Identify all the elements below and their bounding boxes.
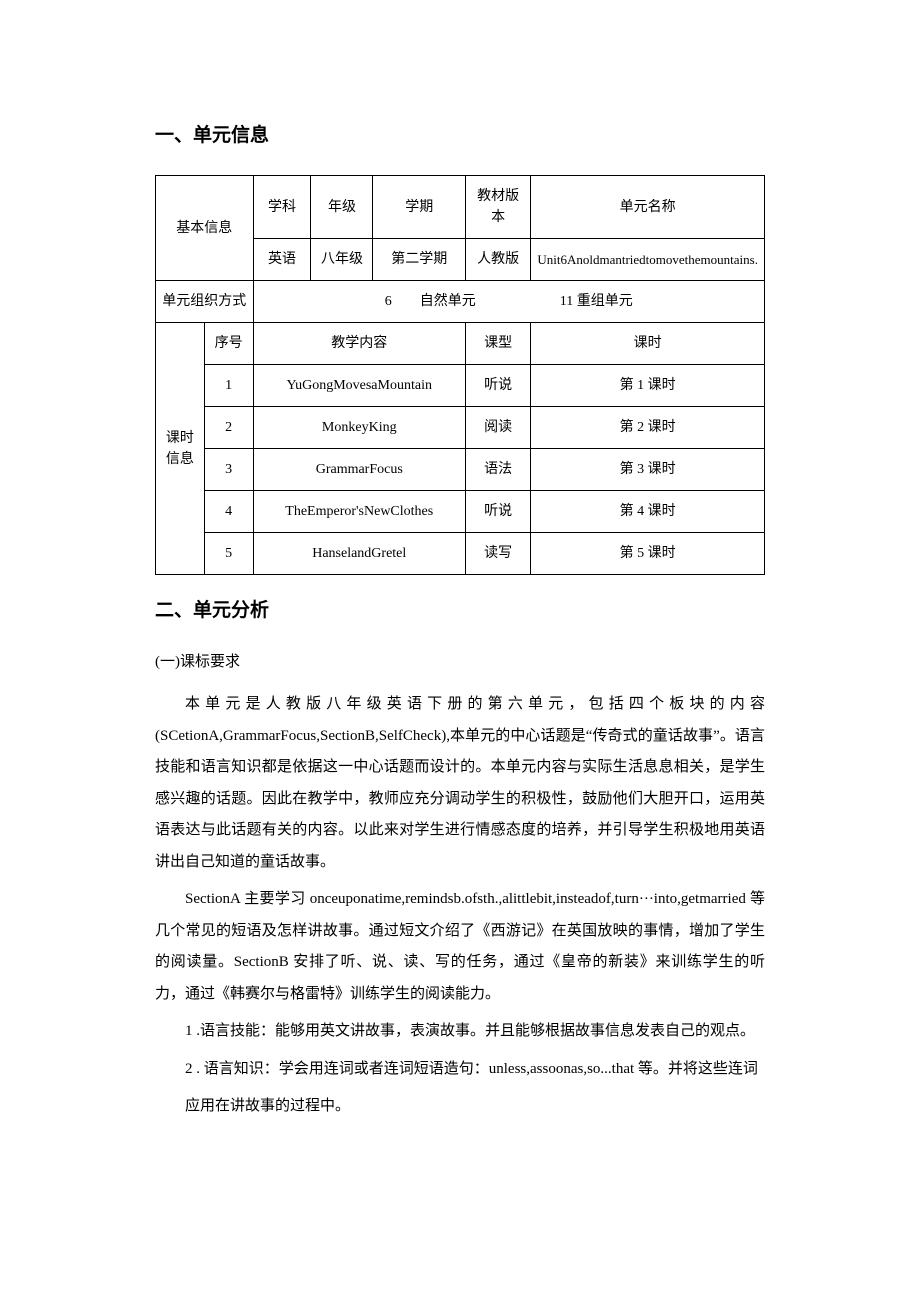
lesson-period: 第 5 课时 (531, 533, 765, 575)
lesson-header-content: 教学内容 (253, 323, 466, 365)
lesson-content: YuGongMovesaMountain (253, 365, 466, 407)
lesson-period: 第 1 课时 (531, 365, 765, 407)
table-row: 1 YuGongMovesaMountain 听说 第 1 课时 (156, 365, 765, 407)
lesson-content: TheEmperor'sNewClothes (253, 491, 466, 533)
table-header-row: 基本信息 学科 年级 学期 教材版本 单元名称 (156, 176, 765, 239)
lesson-type: 语法 (466, 449, 531, 491)
lesson-type: 读写 (466, 533, 531, 575)
lesson-type: 听说 (466, 365, 531, 407)
value-subject: 英语 (253, 239, 311, 281)
lesson-header-row: 课时信息 序号 教学内容 课型 课时 (156, 323, 765, 365)
table-row: 4 TheEmperor'sNewClothes 听说 第 4 课时 (156, 491, 765, 533)
org-row: 单元组织方式 6 自然单元 11 重组单元 (156, 281, 765, 323)
lesson-content: MonkeyKing (253, 407, 466, 449)
org-label: 单元组织方式 (156, 281, 254, 323)
table-row: 2 MonkeyKing 阅读 第 2 课时 (156, 407, 765, 449)
list-item-2b: 应用在讲故事的过程中。 (155, 1091, 765, 1123)
header-subject: 学科 (253, 176, 311, 239)
lesson-period: 第 2 课时 (531, 407, 765, 449)
org-value: 6 自然单元 11 重组单元 (253, 281, 765, 323)
list-item-1: 1 .语言技能：能够用英文讲故事，表演故事。并且能够根据故事信息发表自己的观点。 (155, 1016, 765, 1048)
paragraph-1: 本单元是人教版八年级英语下册的第六单元，包括四个板块的内容 (SCetionA,… (155, 689, 765, 878)
lesson-index: 5 (204, 533, 253, 575)
value-grade: 八年级 (311, 239, 373, 281)
lesson-period: 第 3 课时 (531, 449, 765, 491)
document-page: 一、单元信息 基本信息 学科 年级 学期 教材版本 单元名称 英语 八年级 第二… (0, 0, 920, 1209)
body-text: 本单元是人教版八年级英语下册的第六单元，包括四个板块的内容 (SCetionA,… (155, 689, 765, 1123)
lesson-index: 4 (204, 491, 253, 533)
lesson-type: 听说 (466, 491, 531, 533)
header-unit-name: 单元名称 (531, 176, 765, 239)
lesson-info-label: 课时信息 (156, 323, 205, 575)
list-item-2a: 2 . 语言知识：学会用连词或者连词短语造句：unless,assoonas,s… (155, 1054, 765, 1086)
basic-info-label: 基本信息 (156, 176, 254, 281)
table-row: 5 HanselandGretel 读写 第 5 课时 (156, 533, 765, 575)
header-textbook: 教材版本 (466, 176, 531, 239)
value-term: 第二学期 (373, 239, 466, 281)
header-grade: 年级 (311, 176, 373, 239)
lesson-content: GrammarFocus (253, 449, 466, 491)
lesson-index: 2 (204, 407, 253, 449)
lesson-index: 3 (204, 449, 253, 491)
lesson-header-period: 课时 (531, 323, 765, 365)
section-1-heading: 一、单元信息 (155, 120, 765, 147)
lesson-content: HanselandGretel (253, 533, 466, 575)
lesson-period: 第 4 课时 (531, 491, 765, 533)
paragraph-2: SectionA 主要学习 onceuponatime,remindsb.ofs… (155, 884, 765, 1010)
lesson-index: 1 (204, 365, 253, 407)
value-unit-name: Unit6Anoldmantriedtomovethemountains. (531, 239, 765, 281)
subheading-requirements: (一)课标要求 (155, 650, 765, 671)
value-textbook: 人教版 (466, 239, 531, 281)
lesson-header-type: 课型 (466, 323, 531, 365)
header-term: 学期 (373, 176, 466, 239)
table-row: 3 GrammarFocus 语法 第 3 课时 (156, 449, 765, 491)
unit-info-table: 基本信息 学科 年级 学期 教材版本 单元名称 英语 八年级 第二学期 人教版 … (155, 175, 765, 575)
lesson-type: 阅读 (466, 407, 531, 449)
section-2-heading: 二、单元分析 (155, 595, 765, 622)
lesson-header-index: 序号 (204, 323, 253, 365)
